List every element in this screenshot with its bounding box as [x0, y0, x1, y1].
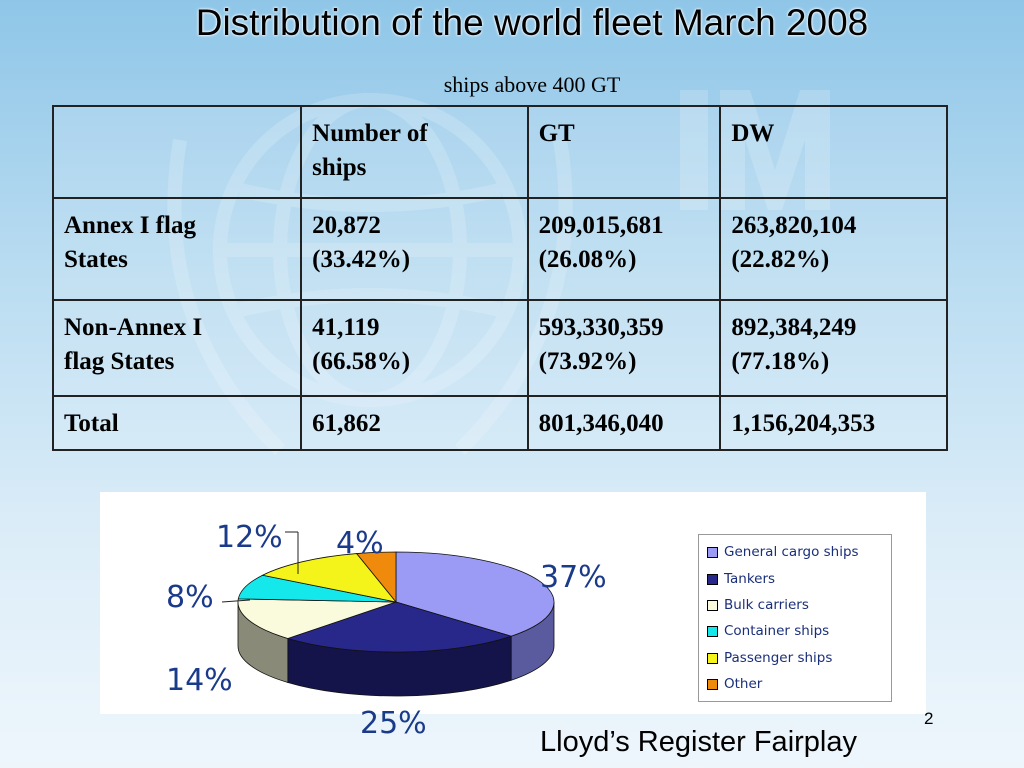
legend-label: Passenger ships [724, 650, 833, 666]
legend-label: Bulk carriers [724, 597, 809, 613]
pie-label-general-cargo: 37% [540, 560, 607, 595]
legend-swatch [707, 678, 718, 690]
legend-item: General cargo ships [707, 543, 859, 561]
table-header-cell: Number of ships [300, 105, 529, 199]
legend-item: Tankers [707, 570, 775, 588]
slide-title: Distribution of the world fleet March 20… [195, 2, 869, 43]
legend-label: Other [724, 676, 763, 692]
fleet-distribution-table: Number of ships GT DW Annex I flag State… [51, 105, 948, 451]
leader-line [221, 599, 251, 603]
legend-item: Container ships [707, 622, 829, 640]
source-credit: Lloyd’s Register Fairplay [540, 726, 857, 758]
pie-label-bulk-carriers: 14% [166, 663, 233, 698]
pie-label-tankers: 25% [360, 706, 427, 741]
chart-legend: General cargo ships Tankers Bulk carrier… [698, 534, 892, 702]
pie-slice-general-cargo [395, 551, 555, 637]
legend-label: General cargo ships [724, 544, 859, 560]
ships-cell: 61,862 [300, 395, 529, 451]
pie-slice-passenger-ships [261, 553, 398, 603]
legend-item: Other [707, 675, 762, 693]
page-number: 2 [924, 709, 934, 728]
legend-swatch [707, 652, 718, 664]
pie-label-other: 4% [336, 526, 384, 561]
row-label-cell: Non-Annex I flag States [51, 299, 303, 397]
table-row: Non-Annex I flag States 41,119 (66.58%) … [51, 299, 948, 397]
ships-cell: 20,872 (33.42%) [300, 197, 529, 301]
dw-cell: 892,384,249 (77.18%) [719, 299, 948, 397]
dw-cell: 263,820,104 (22.82%) [719, 197, 948, 301]
table-row: Annex I flag States 20,872 (33.42%) 209,… [51, 197, 948, 301]
gt-cell: 209,015,681 (26.08%) [526, 197, 722, 301]
row-label-cell: Total [51, 395, 303, 451]
gt-cell: 593,330,359 (73.92%) [526, 299, 722, 397]
table-header-cell: DW [719, 105, 948, 199]
ships-cell: 41,119 (66.58%) [300, 299, 529, 397]
fleet-type-pie-chart: 37% 25% 14% 8% 12% 4% General cargo ship… [100, 492, 926, 741]
row-label-cell: Annex I flag States [51, 197, 303, 301]
legend-item: Bulk carriers [707, 596, 809, 614]
pie-label-container-ships: 8% [166, 580, 214, 615]
pie-slice-tankers [286, 601, 513, 653]
pie-slice-other [355, 551, 397, 604]
table-header-cell: GT [526, 105, 722, 199]
legend-item: Passenger ships [707, 649, 832, 667]
table-header-cell [51, 105, 303, 199]
legend-label: Tankers [724, 571, 776, 587]
table-header-row: Number of ships GT DW [51, 105, 948, 199]
legend-swatch [707, 599, 718, 611]
pie-label-passenger-ships: 12% [216, 520, 283, 555]
table-row: Total 61,862 801,346,040 1,156,204,353 [51, 395, 948, 451]
pie-chart-svg [221, 531, 555, 697]
legend-swatch [707, 546, 718, 558]
legend-label: Container ships [724, 623, 830, 639]
legend-swatch [707, 573, 718, 585]
slide-subtitle: ships above 400 GT [443, 72, 621, 97]
dw-cell: 1,156,204,353 [719, 395, 948, 451]
pie-slice-bulk-carriers [237, 598, 397, 639]
gt-cell: 801,346,040 [526, 395, 722, 451]
legend-swatch [707, 625, 718, 637]
